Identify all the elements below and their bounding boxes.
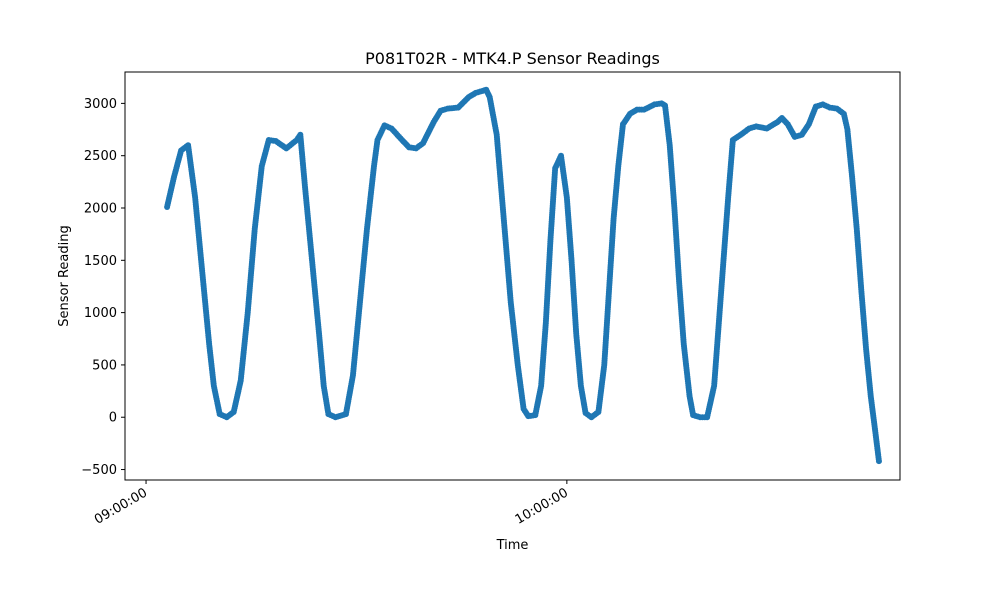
plot-points: [164, 86, 882, 465]
data-point: [875, 458, 882, 465]
y-tick-label: 0: [109, 411, 117, 426]
y-tick-label: 1000: [84, 306, 117, 321]
x-axis-label: Time: [496, 538, 529, 553]
chart-title: P081T02R - MTK4.P Sensor Readings: [365, 49, 660, 68]
y-axis: −500 0 500 1000 1500 2000 2500 3000: [81, 97, 125, 478]
y-tick-label: 500: [92, 358, 117, 373]
plot-frame: [124, 71, 901, 481]
y-tick-label: 2500: [84, 149, 117, 164]
y-tick-label: 2000: [84, 202, 117, 217]
y-tick-label: 1500: [84, 254, 117, 269]
y-axis-label: Sensor Reading: [57, 225, 72, 326]
y-tick-label: 3000: [84, 97, 117, 112]
y-tick-label: −500: [81, 463, 117, 478]
